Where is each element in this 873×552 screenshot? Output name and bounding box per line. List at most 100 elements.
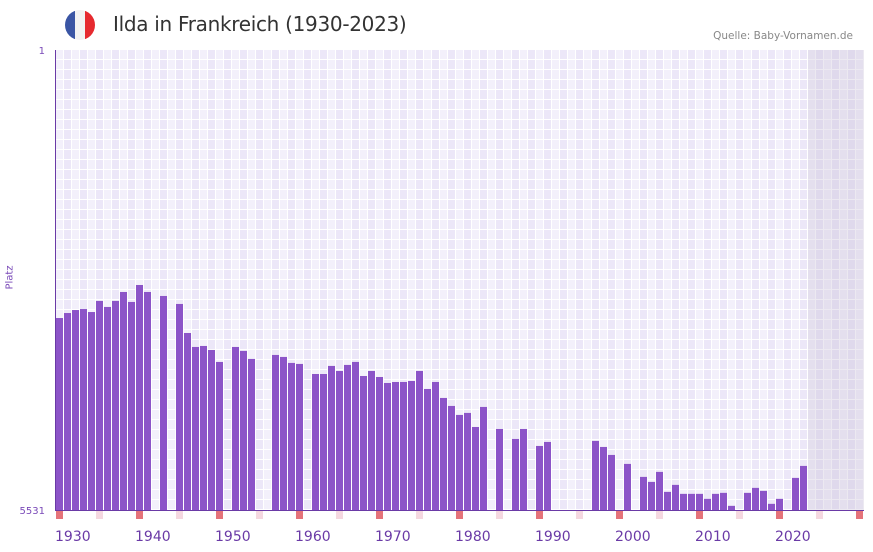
bar-1976[interactable] <box>424 388 431 510</box>
bar-1999[interactable] <box>608 454 615 510</box>
decade-marker-2010 <box>696 511 703 519</box>
bar-2019[interactable] <box>768 503 775 510</box>
bar-1985[interactable] <box>496 428 503 510</box>
decade-marker-1930 <box>56 511 63 519</box>
bar-1937[interactable] <box>112 300 119 510</box>
x-tick-1960: 1960 <box>295 529 331 545</box>
bar-1969[interactable] <box>368 371 375 510</box>
bar-1970[interactable] <box>376 376 383 510</box>
x-tick-1970: 1970 <box>375 529 411 545</box>
bar-1958[interactable] <box>280 356 287 510</box>
bar-1954[interactable] <box>248 358 255 510</box>
bar-1983[interactable] <box>480 406 487 510</box>
bar-1952[interactable] <box>232 346 239 510</box>
bar-1957[interactable] <box>272 354 279 510</box>
bar-1971[interactable] <box>384 382 391 510</box>
bar-1968[interactable] <box>360 375 367 510</box>
bar-1935[interactable] <box>96 300 103 510</box>
bar-2003[interactable] <box>640 476 647 510</box>
bar-1960[interactable] <box>296 363 303 510</box>
bar-2006[interactable] <box>664 491 671 510</box>
bar-2022[interactable] <box>792 477 799 510</box>
half-decade-marker-2025 <box>816 511 823 519</box>
bar-1941[interactable] <box>144 291 151 510</box>
bar-1973[interactable] <box>400 381 407 510</box>
bar-2016[interactable] <box>744 492 751 510</box>
bar-1945[interactable] <box>176 303 183 510</box>
bar-1933[interactable] <box>80 309 87 510</box>
bar-1949[interactable] <box>208 349 215 510</box>
bar-1930[interactable] <box>56 318 63 510</box>
bar-1964[interactable] <box>328 365 335 510</box>
y-tick-bottom: 5531 <box>20 506 45 517</box>
bar-1978[interactable] <box>440 397 447 510</box>
bar-1998[interactable] <box>600 446 607 510</box>
bar-2011[interactable] <box>704 498 711 510</box>
decade-marker-1940 <box>136 511 143 519</box>
bar-1938[interactable] <box>120 291 127 510</box>
half-decade-marker-1985 <box>496 511 503 519</box>
decade-marker-2020 <box>776 511 783 519</box>
bar-1990[interactable] <box>536 445 543 510</box>
bar-2005[interactable] <box>656 471 663 510</box>
bar-1932[interactable] <box>72 310 79 510</box>
bar-2018[interactable] <box>760 490 767 510</box>
bar-2017[interactable] <box>752 487 759 510</box>
decade-marker-1950 <box>216 511 223 519</box>
bar-1991[interactable] <box>544 441 551 510</box>
x-tick-1990: 1990 <box>535 529 571 545</box>
bar-1974[interactable] <box>408 380 415 510</box>
bar-2008[interactable] <box>680 493 687 510</box>
bar-1981[interactable] <box>464 412 471 510</box>
bar-1997[interactable] <box>592 440 599 510</box>
source-link[interactable]: Quelle: Baby-Vornamen.de <box>713 30 853 42</box>
bar-2023[interactable] <box>800 465 807 510</box>
bar-1982[interactable] <box>472 426 479 510</box>
bar-1947[interactable] <box>192 346 199 510</box>
y-tick-top: 1 <box>39 46 45 57</box>
bar-2010[interactable] <box>696 493 703 510</box>
half-decade-marker-1965 <box>336 511 343 519</box>
bar-2007[interactable] <box>672 484 679 510</box>
bar-1946[interactable] <box>184 332 191 510</box>
bar-1939[interactable] <box>128 301 135 510</box>
bar-1940[interactable] <box>136 284 143 510</box>
bar-1963[interactable] <box>320 373 327 510</box>
half-decade-marker-2015 <box>736 511 743 519</box>
bar-1972[interactable] <box>392 381 399 510</box>
bar-1962[interactable] <box>312 373 319 510</box>
flag-blue <box>65 10 75 40</box>
bar-1943[interactable] <box>160 295 167 510</box>
bar-1967[interactable] <box>352 361 359 510</box>
bar-1953[interactable] <box>240 350 247 510</box>
bar-1980[interactable] <box>456 414 463 510</box>
half-decade-marker-1955 <box>256 511 263 519</box>
bar-1950[interactable] <box>216 361 223 510</box>
bar-1988[interactable] <box>520 428 527 510</box>
bar-1975[interactable] <box>416 371 423 510</box>
bar-2004[interactable] <box>648 481 655 510</box>
bar-2012[interactable] <box>712 493 719 510</box>
bar-1977[interactable] <box>432 381 439 510</box>
bar-1959[interactable] <box>288 362 295 510</box>
bar-1987[interactable] <box>512 438 519 510</box>
x-tick-2020: 2020 <box>775 529 811 545</box>
bar-2009[interactable] <box>688 493 695 510</box>
bar-1936[interactable] <box>104 306 111 510</box>
bar-1934[interactable] <box>88 312 95 510</box>
bar-1931[interactable] <box>64 313 71 510</box>
bar-1979[interactable] <box>448 405 455 510</box>
bar-1966[interactable] <box>344 364 351 510</box>
bar-1948[interactable] <box>200 345 207 510</box>
x-tick-1930: 1930 <box>55 529 91 545</box>
bar-2020[interactable] <box>776 498 783 510</box>
bar-2001[interactable] <box>624 463 631 510</box>
bar-2014[interactable] <box>728 505 735 510</box>
half-decade-marker-1995 <box>576 511 583 519</box>
bar-1965[interactable] <box>336 371 343 510</box>
chart-title: Ilda in Frankreich (1930-2023) <box>113 12 407 36</box>
decade-marker-1960 <box>296 511 303 519</box>
bar-2013[interactable] <box>720 492 727 510</box>
decade-marker-1990 <box>536 511 543 519</box>
